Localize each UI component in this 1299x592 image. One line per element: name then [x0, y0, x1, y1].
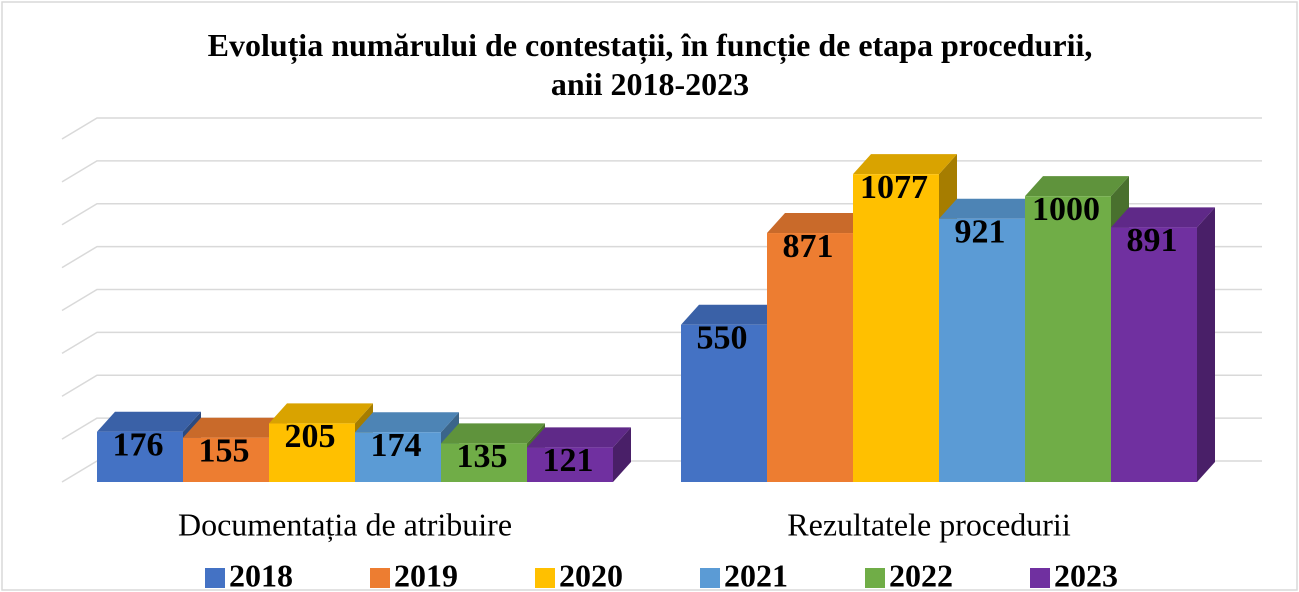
data-label: 871 [783, 228, 834, 265]
legend-swatch [535, 568, 555, 588]
bar-top [1025, 176, 1129, 197]
data-label: 205 [285, 418, 336, 455]
bar-top [853, 154, 957, 175]
bar [939, 218, 1025, 482]
legend-swatch [865, 568, 885, 588]
bar-side [1197, 207, 1215, 482]
bar-top [183, 417, 287, 438]
bar-top [355, 412, 459, 433]
data-label: 891 [1127, 222, 1178, 259]
data-label: 1000 [1032, 191, 1100, 228]
bar [441, 443, 527, 482]
data-label: 155 [199, 432, 250, 469]
data-label: 921 [955, 214, 1006, 251]
bar [853, 174, 939, 482]
legend-label: 2021 [724, 557, 788, 592]
legend-swatch [1030, 568, 1050, 588]
bar [1111, 227, 1197, 482]
data-label: 121 [543, 442, 594, 479]
bar [183, 437, 269, 482]
bar-side [613, 427, 631, 482]
bar-top [269, 403, 373, 424]
legend-label: 2022 [889, 557, 953, 592]
bar [355, 432, 441, 482]
bar-top [939, 198, 1043, 219]
bar-top [767, 213, 871, 234]
bar-top [441, 423, 545, 444]
legend-label: 2020 [559, 557, 623, 592]
legend-swatch [700, 568, 720, 588]
data-label: 135 [457, 438, 508, 475]
bar [527, 447, 613, 482]
bar [1025, 196, 1111, 482]
bar [767, 233, 853, 482]
bar [269, 423, 355, 482]
grid-line [61, 117, 1262, 140]
bar-top [527, 427, 631, 448]
legend-swatch [370, 568, 390, 588]
legend-label: 2019 [394, 557, 458, 592]
x-tick-label: Documentația de atribuire [178, 506, 512, 542]
bar-top [681, 304, 785, 325]
legend-swatch [205, 568, 225, 588]
bar [681, 324, 767, 482]
bar-top [97, 411, 201, 432]
chart-title: Evoluția numărului de contestații, în fu… [207, 27, 1093, 102]
data-label: 176 [113, 426, 164, 463]
legend-label: 2018 [229, 557, 293, 592]
bar-top [1111, 207, 1215, 228]
legend-label: 2023 [1054, 557, 1118, 592]
bar [97, 431, 183, 482]
x-tick-label: Rezultatele procedurii [787, 506, 1071, 542]
data-label: 174 [371, 427, 422, 464]
data-label: 1077 [860, 169, 928, 206]
data-label: 550 [697, 320, 748, 357]
